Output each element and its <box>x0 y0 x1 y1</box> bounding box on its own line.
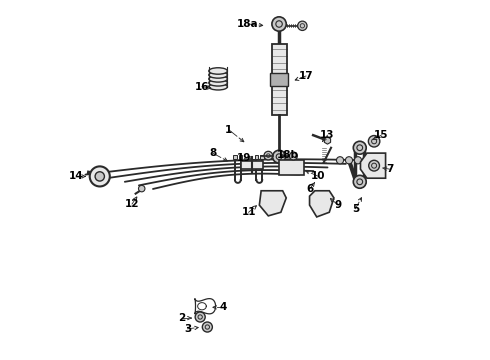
Text: 19: 19 <box>237 153 251 163</box>
Text: 9: 9 <box>335 200 342 210</box>
Text: 2: 2 <box>179 313 186 323</box>
Bar <box>260 155 264 159</box>
Bar <box>270 73 288 86</box>
Text: 16: 16 <box>195 82 209 92</box>
Polygon shape <box>310 191 334 217</box>
Ellipse shape <box>209 68 227 74</box>
Circle shape <box>298 21 307 31</box>
Ellipse shape <box>209 80 227 86</box>
Text: 6: 6 <box>306 184 313 194</box>
Bar <box>255 155 258 159</box>
Circle shape <box>90 166 110 186</box>
Circle shape <box>368 135 380 147</box>
Text: 1: 1 <box>225 125 232 135</box>
Circle shape <box>354 157 362 164</box>
Circle shape <box>345 157 353 164</box>
Ellipse shape <box>209 76 227 82</box>
Text: 18a: 18a <box>237 19 259 29</box>
Text: 17: 17 <box>298 71 313 81</box>
Bar <box>239 155 243 159</box>
Bar <box>233 155 237 159</box>
Text: 10: 10 <box>311 171 326 181</box>
Text: 13: 13 <box>320 130 335 140</box>
Text: 7: 7 <box>387 164 394 174</box>
Circle shape <box>95 172 104 181</box>
Ellipse shape <box>209 84 227 90</box>
Circle shape <box>290 152 297 160</box>
Circle shape <box>337 157 343 164</box>
Circle shape <box>368 160 379 171</box>
Polygon shape <box>361 153 386 178</box>
Circle shape <box>353 141 366 154</box>
Ellipse shape <box>209 72 227 78</box>
Text: 5: 5 <box>352 204 359 214</box>
Text: 14: 14 <box>69 171 84 181</box>
Circle shape <box>272 150 286 163</box>
Bar <box>242 161 263 168</box>
Bar <box>271 44 287 116</box>
Bar <box>279 160 304 175</box>
Text: 15: 15 <box>374 130 389 140</box>
Text: 18b: 18b <box>277 150 299 160</box>
Text: 3: 3 <box>184 324 191 334</box>
Circle shape <box>195 312 205 322</box>
Text: 11: 11 <box>242 207 256 217</box>
Polygon shape <box>324 137 331 144</box>
Text: 12: 12 <box>125 199 139 209</box>
Circle shape <box>353 175 366 188</box>
Text: 4: 4 <box>220 302 227 312</box>
Circle shape <box>264 151 272 160</box>
Circle shape <box>139 185 145 192</box>
Text: 8: 8 <box>209 148 217 158</box>
Circle shape <box>272 17 286 31</box>
Circle shape <box>202 322 212 332</box>
Polygon shape <box>259 191 286 216</box>
